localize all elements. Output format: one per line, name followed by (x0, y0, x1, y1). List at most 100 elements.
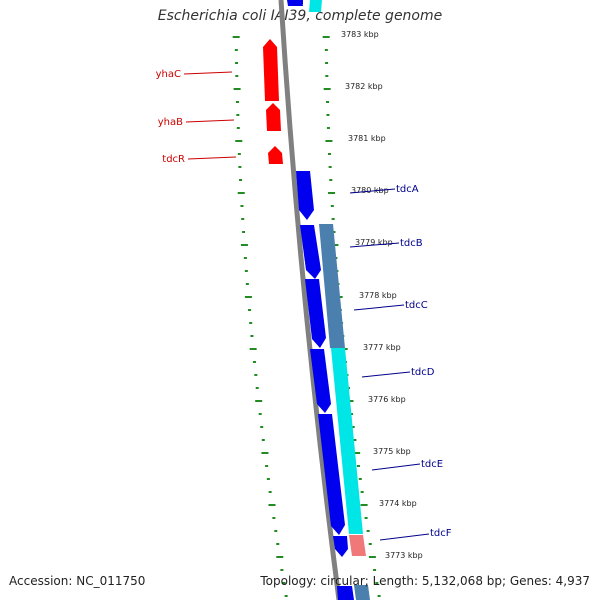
outer-tick-mark (234, 49, 238, 51)
gene-arrow-tdcA[interactable] (296, 171, 314, 220)
scale-tick-label: 3779 kbp (355, 238, 393, 247)
outer-tick-mark (249, 322, 253, 324)
outer-tick-mark (258, 413, 262, 415)
inner-tick-mark (330, 205, 334, 207)
inner-tick-mark (364, 517, 368, 519)
inner-tick-mark (358, 478, 362, 480)
scale-tick-label: 3773 kbp (385, 551, 423, 560)
gene-label-yhaB[interactable]: yhaB (158, 117, 183, 128)
gene-arrow-tdcR[interactable] (268, 146, 283, 164)
outer-tick-mark (260, 426, 264, 428)
outer-tick-mark (261, 452, 269, 454)
outer-tick-mark (254, 374, 258, 376)
gene-label-tdcR[interactable]: tdcR (162, 154, 185, 165)
outer-tick-mark (244, 270, 248, 272)
inner-tick-mark (324, 49, 328, 51)
outer-tick-mark (268, 504, 276, 506)
inner-tick-mark (360, 491, 364, 493)
outer-tick-mark (266, 478, 270, 480)
outer-tick-mark (280, 569, 284, 571)
genome-backbone (278, 0, 342, 600)
outer-tick-mark (265, 465, 269, 467)
cds-track-top-cyan (309, 0, 322, 12)
scale-tick-label: 3774 kbp (379, 499, 417, 508)
outer-tick-mark (268, 491, 272, 493)
outer-tick-mark (255, 387, 259, 389)
outer-tick-mark (235, 101, 239, 103)
gene-arrow-tdcD[interactable] (310, 349, 331, 413)
inner-tick-mark (353, 452, 361, 454)
inner-tick-mark (360, 504, 368, 506)
inner-tick-mark (326, 127, 330, 129)
cds-track-salmon-1 (349, 535, 366, 556)
gene-arrow-partial[interactable] (337, 586, 354, 600)
gene-label-yhaC[interactable]: yhaC (156, 69, 181, 80)
leader-line-tdcR (187, 156, 237, 160)
outer-tick-mark (232, 36, 240, 38)
scale-tick-label: 3778 kbp (359, 291, 397, 300)
outer-tick-mark (252, 361, 256, 363)
cds-track-steel-2 (354, 585, 370, 600)
inner-tick-mark (325, 62, 329, 64)
outer-tick-mark (276, 543, 280, 545)
inner-tick-mark (328, 153, 332, 155)
outer-tick-mark (274, 530, 278, 532)
scale-tick-label: 3777 kbp (363, 343, 401, 352)
outer-tick-mark (241, 218, 245, 220)
gene-label-tdcD[interactable]: tdcD (411, 367, 435, 378)
forward-strand-genes (288, 0, 354, 600)
outer-tick-mark (235, 75, 239, 77)
inner-tick-mark (326, 101, 330, 103)
gene-arrow-tdcF[interactable] (333, 536, 348, 557)
outer-tick-mark (237, 192, 245, 194)
outer-tick-mark (284, 595, 288, 597)
gene-label-tdcE[interactable]: tdcE (421, 459, 443, 470)
gene-arrow-tdcB[interactable] (300, 225, 321, 279)
gene-label-tdcC[interactable]: tdcC (405, 300, 428, 311)
outer-tick-mark (233, 88, 241, 90)
map-title: Escherichia coli IAI39, complete genome (157, 8, 443, 24)
gene-arrow-partial-top[interactable] (288, 0, 303, 4)
gene-label-tdcA[interactable]: tdcA (396, 184, 419, 195)
leader-line-tdcE (371, 463, 421, 471)
leader-line-yhaB (185, 119, 235, 123)
scale-tick-label: 3783 kbp (341, 30, 379, 39)
outer-tick-mark (272, 517, 276, 519)
outer-tick-mark (243, 257, 247, 259)
outer-tick-mark (276, 556, 284, 558)
inner-tick-mark (323, 88, 331, 90)
accession-text: Accession: NC_011750 (9, 574, 146, 588)
inner-tick-mark (366, 530, 370, 532)
outer-tick-mark (261, 439, 265, 441)
outer-tick-mark (245, 283, 249, 285)
gene-label-tdcB[interactable]: tdcB (400, 238, 423, 249)
gene-arrow-tdcE[interactable] (318, 414, 345, 535)
gene-arrow-tdcC[interactable] (305, 279, 326, 348)
inner-tick-mark (368, 556, 376, 558)
gene-label-tdcF[interactable]: tdcF (430, 528, 452, 539)
inner-tick-mark (353, 439, 357, 441)
outer-tick-mark (250, 335, 254, 337)
outer-tick-ring (232, 36, 288, 597)
leader-line-tdcB (349, 242, 400, 248)
genome-summary-text: Topology: circular; Length: 5,132,068 bp… (260, 574, 590, 588)
outer-tick-mark (255, 400, 263, 402)
outer-tick-mark (240, 244, 248, 246)
outer-tick-mark (248, 309, 252, 311)
gene-arrow-yhaB[interactable] (266, 103, 281, 131)
outer-tick-mark (235, 140, 243, 142)
outer-tick-mark (240, 205, 244, 207)
inner-tick-mark (373, 569, 377, 571)
inner-tick-mark (322, 36, 330, 38)
reverse-strand-genes (263, 39, 283, 164)
outer-tick-mark (239, 179, 243, 181)
inner-tick-mark (368, 543, 372, 545)
scale-tick-label: 3776 kbp (368, 395, 406, 404)
outer-tick-mark (236, 127, 240, 129)
leader-line-tdcF (379, 533, 430, 541)
outer-tick-mark (236, 114, 240, 116)
inner-tick-mark (351, 426, 355, 428)
inner-tick-mark (356, 465, 360, 467)
gene-arrow-yhaC[interactable] (263, 39, 279, 101)
